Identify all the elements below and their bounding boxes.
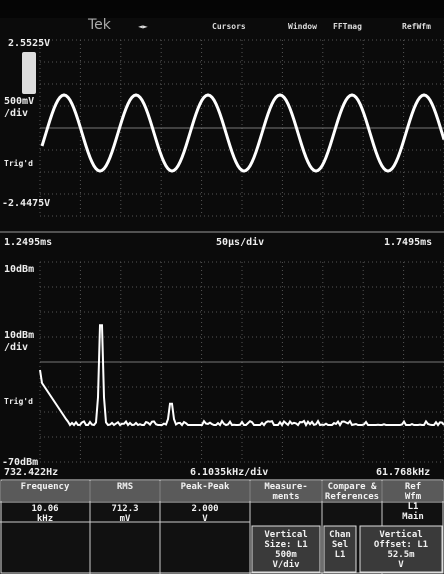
- freq-start: 732.422Hz: [4, 467, 58, 478]
- time-start: 1.2495ms: [4, 237, 52, 248]
- menu-item[interactable]: FFTmag: [333, 22, 362, 31]
- column-header[interactable]: Main: [382, 512, 444, 522]
- trigger-status: Trig'd: [4, 158, 33, 169]
- measurement-value: 712.3: [90, 504, 160, 514]
- measurement-value: 10.06: [0, 504, 90, 514]
- vertical-scale: /div: [4, 108, 28, 119]
- column-header[interactable]: Peak-Peak: [160, 482, 250, 492]
- column-header[interactable]: Wfm: [382, 492, 444, 502]
- time-end: 1.7495ms: [384, 237, 432, 248]
- menu-item[interactable]: RefWfm: [402, 22, 431, 31]
- column-header[interactable]: References: [322, 492, 382, 502]
- column-header[interactable]: ments: [250, 492, 322, 502]
- bezel: [0, 0, 444, 18]
- scope-screen: Tek ◄► Cursors Window FFTmag RefWfm 2.55…: [0, 0, 444, 574]
- control-button[interactable]: L1: [322, 550, 358, 560]
- vertical-scale: /div: [4, 342, 28, 353]
- ground-marker: [22, 52, 36, 94]
- control-button[interactable]: Size: L1: [250, 540, 322, 550]
- column-header[interactable]: Ref: [382, 482, 444, 492]
- control-button[interactable]: Sel: [322, 540, 358, 550]
- freq-span: 6.1035kHz/div: [190, 467, 268, 478]
- control-button[interactable]: V/div: [250, 560, 322, 570]
- control-button[interactable]: Chan: [322, 530, 358, 540]
- bottom-level: -2.4475V: [2, 198, 50, 209]
- control-button[interactable]: Vertical: [358, 530, 444, 540]
- column-header[interactable]: L1: [382, 502, 444, 512]
- control-button[interactable]: 500m: [250, 550, 322, 560]
- measurement-value: 2.000: [160, 504, 250, 514]
- freq-end: 61.768kHz: [376, 467, 430, 478]
- top-level: 2.5525V: [8, 38, 50, 49]
- timebase: 50µs/div: [216, 237, 264, 248]
- menu-item[interactable]: Cursors: [212, 22, 246, 31]
- measurement-value: mV: [90, 514, 160, 524]
- control-button[interactable]: V: [358, 560, 444, 570]
- measurement-value: kHz: [0, 514, 90, 524]
- menu-item[interactable]: ◄►: [138, 22, 148, 31]
- control-button[interactable]: Vertical: [250, 530, 322, 540]
- column-header[interactable]: Compare &: [322, 482, 382, 492]
- column-header[interactable]: RMS: [90, 482, 160, 492]
- brand: Tek: [88, 20, 111, 31]
- vertical-scale: 10dBm: [4, 330, 34, 341]
- column-header[interactable]: Frequency: [0, 482, 90, 492]
- column-header[interactable]: Measure-: [250, 482, 322, 492]
- control-button[interactable]: Offset: L1: [358, 540, 444, 550]
- trigger-status: Trig'd: [4, 396, 33, 407]
- menu-item[interactable]: Window: [288, 22, 317, 31]
- measurement-value: V: [160, 514, 250, 524]
- control-button[interactable]: 52.5m: [358, 550, 444, 560]
- top-level: 10dBm: [4, 264, 34, 275]
- waveform-trace: [42, 95, 444, 171]
- vertical-scale: 500mV: [4, 96, 34, 107]
